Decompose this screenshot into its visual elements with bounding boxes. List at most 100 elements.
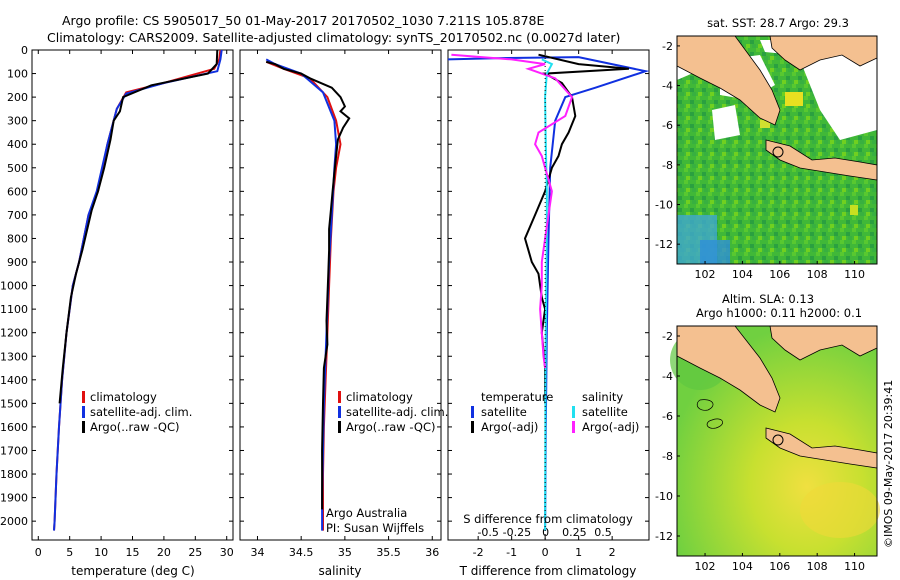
annotation-line2: PI: Susan Wijffels	[326, 521, 424, 535]
s-tick-label: -0.5	[477, 526, 498, 539]
legend-label: climatology	[90, 390, 157, 404]
x-tick-label: 20	[157, 546, 171, 559]
y-tick-label: 1200	[0, 327, 28, 340]
figure-title-line2: Climatology: CARS2009. Satellite-adjuste…	[47, 30, 620, 45]
y-tick-label: 800	[7, 232, 28, 245]
legend-label: satellite	[582, 405, 628, 419]
difference-xlabel: T difference from climatology	[459, 564, 637, 578]
ssh-map-axes: 102 104 106 108 110 -2 -4 -6 -8 -10 -12	[655, 330, 865, 573]
salinity-x-axis: 34 34.5 35 35.5 36	[250, 50, 439, 559]
sumatra-land	[676, 325, 781, 413]
x-tick-label: 0	[542, 546, 549, 559]
y-tick-label: 1700	[0, 444, 28, 457]
legend-swatch-climatology	[82, 391, 85, 403]
credit-text: ©IMOS 09-May-2017 20:39:41	[882, 380, 895, 548]
legend-label: Argo(-adj)	[481, 420, 538, 434]
sst-map	[676, 35, 878, 265]
difference-series	[448, 50, 649, 540]
x-tick-label: 5	[66, 546, 73, 559]
x-tick-label: 36	[425, 546, 439, 559]
y-tick-label: 300	[7, 115, 28, 128]
temperature-legend: climatology satellite-adj. clim. Argo(..…	[82, 390, 192, 434]
series-line-s-argo-adj-	[451, 53, 574, 369]
y-tick-label: 2000	[0, 515, 28, 528]
argo-position-marker	[772, 146, 784, 158]
legend-swatch-t-satellite	[471, 406, 474, 418]
legend-swatch-argo	[82, 421, 85, 433]
ssh-feature	[800, 482, 880, 538]
map-x-tick-label: 104	[732, 268, 753, 281]
ssh-map-frame	[676, 325, 878, 557]
map-y-tick-label: -10	[655, 490, 673, 503]
x-tick-label: 35	[338, 546, 352, 559]
map-y-tick-label: -2	[662, 330, 673, 343]
s-difference-label: S difference from climatology	[463, 512, 633, 526]
map-x-tick-label: 106	[769, 560, 790, 573]
map-y-tick-label: -4	[662, 80, 673, 93]
legend-swatch-climatology	[338, 391, 341, 403]
map-y-tick-label: -10	[655, 199, 673, 212]
y-tick-label: 1100	[0, 303, 28, 316]
map-y-tick-label: -8	[662, 450, 673, 463]
temperature-panel	[31, 49, 234, 541]
figure-title-line1: Argo profile: CS 5905017_50 01-May-2017 …	[62, 13, 545, 28]
x-tick-label: 30	[220, 546, 234, 559]
no-data-area	[800, 50, 877, 140]
series-line-argo-raw-qc-	[265, 60, 351, 510]
series-line-satellite-adj-clim-	[53, 50, 223, 531]
legend-heading-salinity: salinity	[582, 390, 623, 404]
ssh-contour	[696, 399, 714, 411]
ssh-contour	[706, 418, 723, 429]
sumatra-land	[676, 35, 781, 126]
series-line-climatology	[265, 60, 342, 531]
legend-swatch-t-argo	[471, 421, 474, 433]
warm-patch	[785, 92, 803, 106]
map-y-tick-label: -12	[655, 238, 673, 251]
map-y-tick-label: -6	[662, 119, 673, 132]
s-tick-label: 0	[542, 526, 549, 539]
cool-patch	[700, 240, 730, 264]
y-tick-label: 400	[7, 138, 28, 151]
y-tick-label: 1000	[0, 280, 28, 293]
map-y-tick-label: -2	[662, 40, 673, 53]
difference-x-axis: -2 -1 0 1 2 -0.5 -0.25 0 0.25 0.5	[473, 50, 616, 559]
x-tick-label: 34.5	[289, 546, 314, 559]
map-y-tick-label: -8	[662, 159, 673, 172]
salinity-xlabel: salinity	[318, 564, 361, 578]
annotation-line1: Argo Australia	[326, 506, 407, 520]
legend-heading-temperature: temperature	[481, 390, 553, 404]
x-tick-label: 35.5	[376, 546, 401, 559]
salinity-panel	[239, 49, 442, 541]
x-tick-label: 2	[609, 546, 616, 559]
legend-label: satellite-adj. clim.	[346, 405, 448, 419]
y-tick-label: 900	[7, 256, 28, 269]
argo-position-marker	[772, 434, 784, 446]
y-tick-label: 500	[7, 162, 28, 175]
ssh-map-title-line1: Altim. SLA: 0.13	[722, 292, 814, 306]
x-tick-label: 25	[188, 546, 202, 559]
y-tick-label: 200	[7, 91, 28, 104]
y-tick-label: 1300	[0, 350, 28, 363]
map-x-tick-label: 102	[695, 560, 716, 573]
warm-patch	[850, 205, 858, 215]
temperature-x-axis: 0 5 10 15 20 25 30	[35, 50, 234, 559]
legend-label: Argo(-adj)	[582, 420, 639, 434]
x-tick-label: 1	[575, 546, 582, 559]
map-x-tick-label: 108	[807, 560, 828, 573]
warm-patch	[760, 120, 770, 128]
salinity-series	[265, 58, 351, 531]
series-line-climatology	[53, 50, 222, 531]
map-x-tick-label: 108	[807, 268, 828, 281]
map-x-tick-label: 102	[695, 268, 716, 281]
y-tick-label: 1800	[0, 468, 28, 481]
s-tick-label: 0.5	[594, 526, 612, 539]
map-y-tick-label: -4	[662, 370, 673, 383]
x-tick-label: 10	[94, 546, 108, 559]
x-tick-label: -2	[473, 546, 484, 559]
map-x-tick-label: 106	[769, 268, 790, 281]
no-data-area	[712, 105, 740, 140]
y-tick-label: 600	[7, 185, 28, 198]
y-tick-label: 1600	[0, 421, 28, 434]
series-line-argo-raw-qc-	[58, 50, 219, 404]
